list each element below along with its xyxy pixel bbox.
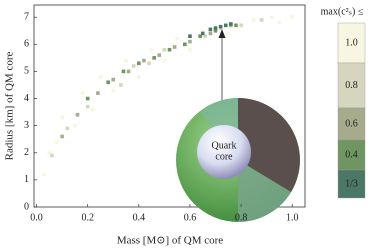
x-tick-label: 0.2 bbox=[81, 212, 94, 223]
point bbox=[42, 172, 47, 177]
point bbox=[208, 31, 213, 36]
point bbox=[126, 69, 131, 74]
point bbox=[226, 31, 231, 36]
cutaway bbox=[238, 98, 300, 192]
legend-label: 0.4 bbox=[345, 149, 358, 160]
point bbox=[223, 23, 228, 28]
point bbox=[60, 134, 64, 139]
point bbox=[200, 31, 205, 36]
point bbox=[183, 42, 187, 47]
y-tick-label: 2 bbox=[24, 147, 29, 158]
point bbox=[106, 80, 110, 85]
point bbox=[239, 23, 243, 28]
point bbox=[234, 23, 238, 28]
plot-frame bbox=[33, 4, 306, 208]
point bbox=[91, 107, 95, 112]
inset-illustration: Quark core bbox=[176, 29, 300, 222]
point bbox=[50, 153, 54, 158]
point bbox=[172, 45, 177, 49]
x-tick-label: 0.4 bbox=[133, 212, 146, 223]
point bbox=[162, 58, 167, 63]
y-tick-label: 1 bbox=[24, 174, 29, 185]
point bbox=[175, 37, 179, 41]
point bbox=[162, 47, 167, 52]
x-axis-label: Mass [M⊙] of QM core bbox=[117, 235, 223, 247]
point bbox=[213, 26, 218, 30]
point bbox=[198, 34, 202, 38]
legend-swatch bbox=[337, 107, 366, 141]
point bbox=[203, 34, 208, 38]
point bbox=[119, 83, 123, 87]
point bbox=[142, 58, 146, 63]
point bbox=[259, 18, 264, 22]
arrow-head bbox=[218, 29, 226, 38]
annotation: core bbox=[215, 151, 233, 162]
point bbox=[121, 69, 126, 74]
point bbox=[269, 15, 274, 20]
point bbox=[111, 77, 116, 82]
point bbox=[47, 150, 52, 155]
legend-swatch bbox=[337, 62, 366, 109]
legend-swatch bbox=[337, 139, 366, 171]
point bbox=[60, 115, 64, 120]
point bbox=[157, 53, 162, 57]
x-tick-label: 1.0 bbox=[286, 212, 299, 223]
legend-label: 0.6 bbox=[345, 118, 358, 129]
point bbox=[152, 56, 156, 60]
point bbox=[85, 104, 90, 109]
point bbox=[80, 91, 85, 95]
y-tick-label: 7 bbox=[24, 11, 29, 22]
y-tick-label: 3 bbox=[24, 120, 29, 131]
point bbox=[111, 88, 116, 93]
point bbox=[218, 24, 223, 29]
point bbox=[73, 123, 77, 128]
y-axis-label: Radius [km] of QM core bbox=[4, 52, 16, 161]
point bbox=[229, 22, 233, 26]
point bbox=[277, 20, 282, 25]
quark-core bbox=[197, 125, 251, 179]
point bbox=[167, 47, 172, 52]
annotation: Quark bbox=[212, 140, 237, 151]
cutaway-face bbox=[238, 160, 291, 222]
y-tick-label: 5 bbox=[24, 66, 29, 77]
point bbox=[252, 18, 256, 22]
point bbox=[200, 28, 205, 33]
point bbox=[149, 47, 154, 52]
point bbox=[96, 91, 100, 95]
legend-swatch bbox=[337, 169, 366, 199]
legend-title: max(c²ₛ) ≤ bbox=[321, 6, 364, 17]
x-tick-label: 0.6 bbox=[184, 212, 197, 223]
point bbox=[188, 39, 192, 44]
y-tick-label: 0 bbox=[24, 201, 29, 212]
point bbox=[98, 75, 103, 79]
point bbox=[75, 113, 80, 117]
points bbox=[42, 15, 295, 177]
point bbox=[208, 27, 213, 32]
point bbox=[147, 61, 151, 66]
x-tick-label: 0.8 bbox=[235, 212, 248, 223]
point bbox=[124, 58, 128, 63]
point bbox=[65, 126, 70, 131]
point bbox=[55, 140, 59, 144]
y-tick-label: 6 bbox=[24, 39, 29, 50]
legend-swatch bbox=[337, 22, 366, 64]
y-tick-label: 4 bbox=[24, 93, 29, 104]
legend-label: 1/3 bbox=[345, 178, 358, 189]
legend-label: 1.0 bbox=[345, 37, 358, 48]
point bbox=[290, 15, 295, 20]
point bbox=[85, 96, 90, 101]
x-tick-label: 0.0 bbox=[30, 212, 43, 223]
point bbox=[188, 34, 192, 38]
legend-label: 0.8 bbox=[345, 80, 358, 91]
point bbox=[137, 75, 141, 79]
point bbox=[131, 64, 136, 68]
point bbox=[137, 61, 141, 66]
point bbox=[213, 28, 218, 33]
point bbox=[188, 47, 192, 52]
